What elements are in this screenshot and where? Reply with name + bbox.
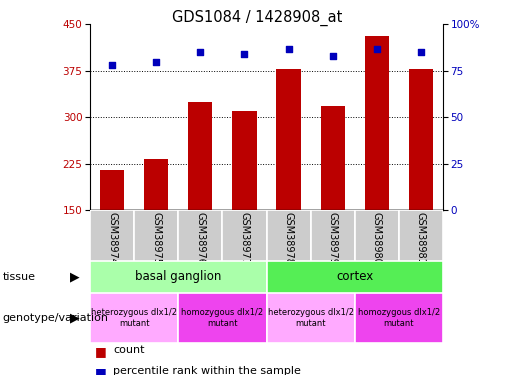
Point xyxy=(284,45,293,51)
Bar xyxy=(222,210,267,261)
Point xyxy=(152,58,160,64)
Text: ▶: ▶ xyxy=(70,311,79,324)
Bar xyxy=(355,210,399,261)
Text: GSM38976: GSM38976 xyxy=(195,211,205,264)
Bar xyxy=(178,210,222,261)
Bar xyxy=(267,292,355,343)
Text: count: count xyxy=(113,345,145,355)
Text: GSM38975: GSM38975 xyxy=(151,211,161,264)
Text: basal ganglion: basal ganglion xyxy=(135,270,221,283)
Bar xyxy=(144,159,168,210)
Text: ■: ■ xyxy=(95,345,107,358)
Bar xyxy=(355,292,443,343)
Text: genotype/variation: genotype/variation xyxy=(3,313,109,323)
Bar xyxy=(90,292,178,343)
Bar xyxy=(365,36,389,210)
Bar xyxy=(409,69,433,210)
Bar xyxy=(399,210,443,261)
Text: homozygous dlx1/2
mutant: homozygous dlx1/2 mutant xyxy=(181,308,264,327)
Text: GSM38979: GSM38979 xyxy=(328,211,338,264)
Point xyxy=(108,62,116,68)
Text: heterozygous dlx1/2
mutant: heterozygous dlx1/2 mutant xyxy=(268,308,354,327)
Text: tissue: tissue xyxy=(3,272,36,282)
Bar xyxy=(267,261,443,292)
Bar xyxy=(90,261,267,292)
Bar xyxy=(134,210,178,261)
Text: ■: ■ xyxy=(95,366,107,375)
Point xyxy=(196,49,204,55)
Point xyxy=(241,51,249,57)
Text: ▶: ▶ xyxy=(70,270,79,283)
Text: percentile rank within the sample: percentile rank within the sample xyxy=(113,366,301,375)
Text: GDS1084 / 1428908_at: GDS1084 / 1428908_at xyxy=(173,9,342,26)
Bar xyxy=(178,292,267,343)
Text: GSM38974: GSM38974 xyxy=(107,211,117,264)
Text: GSM38977: GSM38977 xyxy=(239,211,249,264)
Bar xyxy=(232,111,256,210)
Text: GSM38978: GSM38978 xyxy=(284,211,294,264)
Text: homozygous dlx1/2
mutant: homozygous dlx1/2 mutant xyxy=(358,308,440,327)
Text: cortex: cortex xyxy=(336,270,373,283)
Text: heterozygous dlx1/2
mutant: heterozygous dlx1/2 mutant xyxy=(91,308,177,327)
Bar xyxy=(100,170,124,210)
Bar xyxy=(267,210,311,261)
Bar xyxy=(90,210,134,261)
Bar xyxy=(320,106,345,210)
Bar xyxy=(188,102,213,210)
Text: GSM38981: GSM38981 xyxy=(416,211,426,264)
Point xyxy=(329,53,337,59)
Bar xyxy=(277,69,301,210)
Text: GSM38980: GSM38980 xyxy=(372,211,382,264)
Point xyxy=(373,45,381,51)
Point xyxy=(417,49,425,55)
Bar xyxy=(311,210,355,261)
